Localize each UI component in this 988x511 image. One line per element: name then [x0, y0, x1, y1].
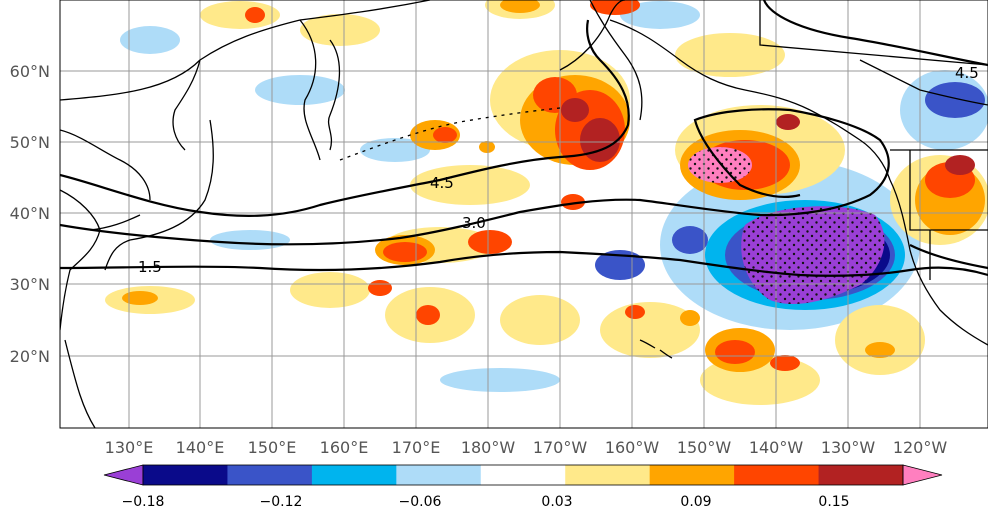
lon-label-140w: 140°W [749, 438, 804, 457]
coastlines [60, 0, 988, 428]
lat-label-40n: 40°N [10, 204, 50, 223]
colorbar-frame [142, 464, 904, 486]
colorbar-tick-label: −0.12 [260, 494, 303, 510]
colorbar: −0.18 −0.12 −0.06 0.03 0.09 0.15 [103, 464, 943, 510]
colorbar-segment [227, 465, 313, 485]
colorbar-tick-label: −0.06 [399, 494, 442, 510]
lon-label-150w: 150°W [677, 438, 732, 457]
lat-label-30n: 30°N [10, 275, 50, 294]
colorbar-tick-label: −0.18 [122, 494, 165, 510]
colorbar-high-arrow [902, 464, 943, 486]
lon-label-160e: 160°E [320, 438, 369, 457]
contour-label-3-0: 3.0 [462, 214, 486, 232]
lon-label-170w: 170°W [533, 438, 588, 457]
lon-label-130e: 130°E [105, 438, 154, 457]
latitude-labels: 60°N 50°N 40°N 30°N 20°N [10, 62, 50, 366]
contour-label-1-5: 1.5 [138, 258, 162, 276]
colorbar-segment [311, 465, 397, 485]
colorbar-segment [143, 465, 228, 485]
lon-label-180w: 180°W [461, 438, 516, 457]
lat-label-50n: 50°N [10, 133, 50, 152]
contour-label-4-5-northeast: 4.5 [955, 64, 979, 82]
colorbar-tick-labels: −0.18 −0.12 −0.06 0.03 0.09 0.15 [122, 494, 850, 510]
colorbar-segment [480, 465, 566, 485]
contour-label-group: 4.5 3.0 1.5 4.5 [138, 64, 979, 276]
lon-label-150e: 150°E [248, 438, 297, 457]
longitude-labels: 130°E 140°E 150°E 160°E 170°E 180°W 170°… [105, 438, 948, 457]
colorbar-segment [565, 465, 651, 485]
map-frame [59, 0, 988, 429]
colorbar-segment [396, 465, 482, 485]
colorbar-segment [734, 465, 820, 485]
map-area: 4.5 3.0 1.5 4.5 [60, 0, 988, 428]
colorbar-low-arrow [103, 464, 144, 486]
lon-label-120w: 120°W [893, 438, 948, 457]
contour-label-4-5-center: 4.5 [430, 174, 454, 192]
lon-label-160w: 160°W [605, 438, 660, 457]
colorbar-segment [818, 465, 904, 485]
lon-label-170e: 170°E [392, 438, 441, 457]
lat-label-60n: 60°N [10, 62, 50, 81]
colorbar-segments [143, 465, 904, 485]
lat-label-20n: 20°N [10, 347, 50, 366]
lon-label-130w: 130°W [821, 438, 876, 457]
colorbar-tick-label: 0.03 [541, 494, 572, 510]
contour-lines [60, 0, 988, 277]
colorbar-tick-label: 0.09 [680, 494, 711, 510]
colorbar-segment [649, 465, 735, 485]
lon-label-140e: 140°E [176, 438, 225, 457]
colorbar-tick-label: 0.15 [818, 494, 849, 510]
